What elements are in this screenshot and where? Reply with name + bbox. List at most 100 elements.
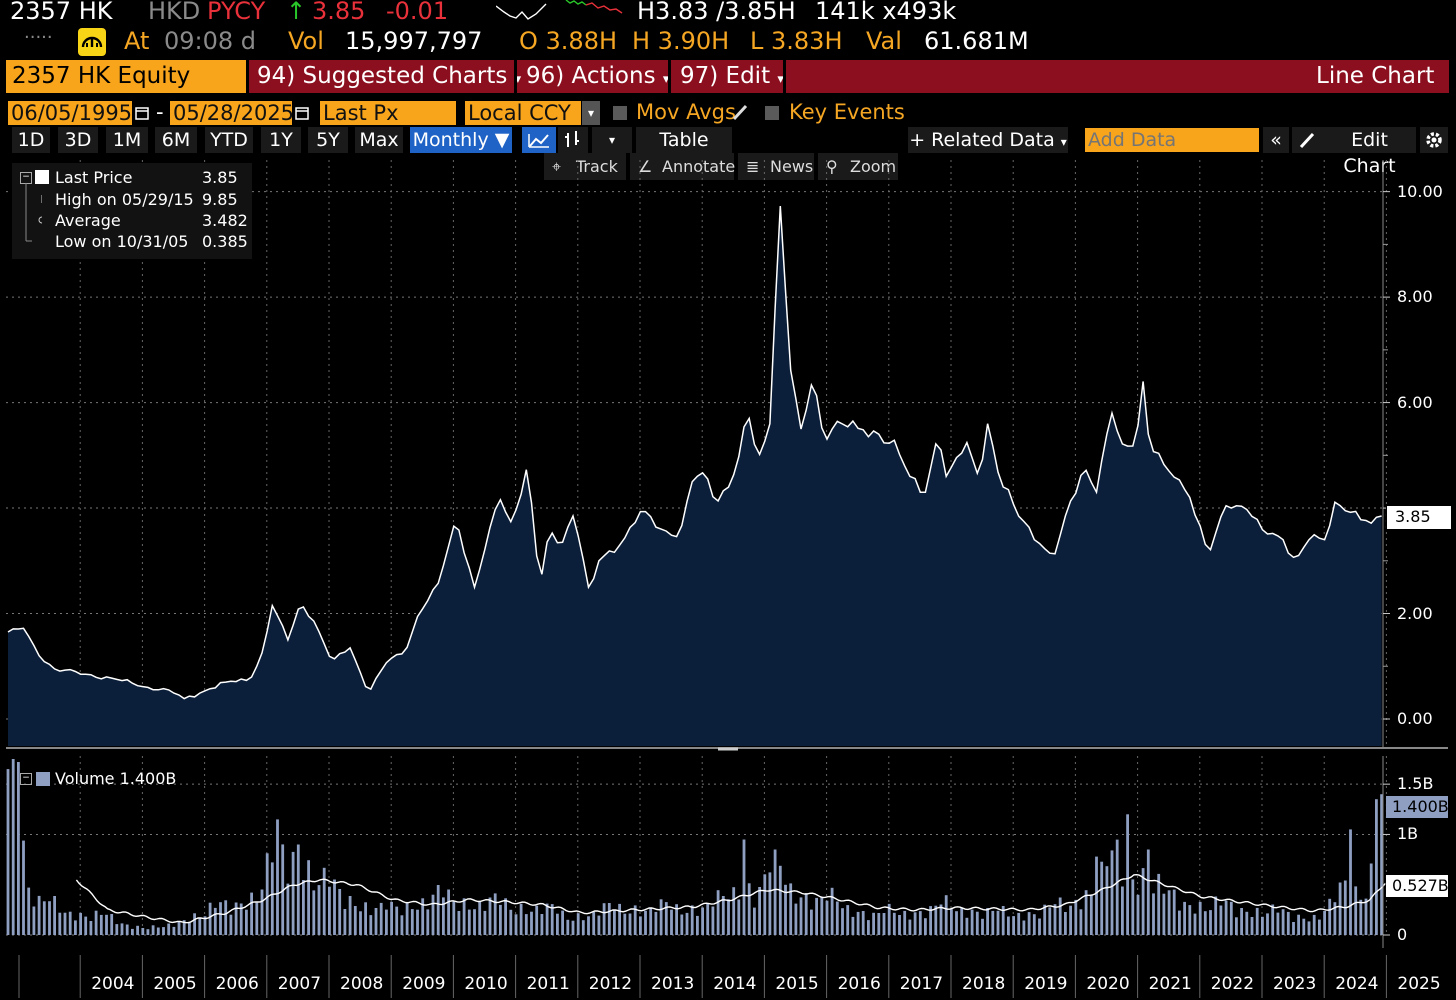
volume-bar (359, 911, 362, 935)
period-1m[interactable]: 1M (106, 127, 148, 153)
annotate-label: Annotate (662, 157, 736, 176)
period-ytd[interactable]: YTD (205, 127, 253, 153)
volume-bar (1136, 894, 1140, 935)
volume-bar (1017, 912, 1021, 935)
volume-bar (379, 902, 383, 935)
volume-bar (136, 925, 139, 935)
volume-bar (540, 914, 544, 935)
volume-bar (955, 911, 958, 935)
suggested-charts-menu[interactable]: 94) Suggested Charts ▾ (257, 60, 521, 93)
currency-select[interactable]: Local CCY (465, 101, 581, 125)
related-data-button[interactable]: + Related Data ▾ (908, 127, 1068, 153)
volume-bar (996, 910, 1000, 935)
volume-bar (981, 918, 984, 935)
volume-bar (1198, 901, 1202, 935)
date-range-dash: - (156, 100, 164, 124)
price-legend: − Last Price 3.85 High on 05/29/15 9.85 … (12, 163, 252, 259)
delayed-icon[interactable] (78, 28, 106, 56)
settings-gear-icon[interactable] (1420, 127, 1448, 153)
volume-bar (892, 912, 896, 935)
volume-bar (208, 902, 212, 935)
zoom-tool[interactable]: ⚲ Zoom (818, 153, 898, 180)
volume-tick-label: 1B (1397, 824, 1419, 844)
mov-avgs-checkbox[interactable] (613, 106, 627, 120)
period-1d[interactable]: 1D (12, 127, 50, 153)
volume-bar (815, 897, 818, 935)
volume-bar (872, 912, 875, 935)
track-tool[interactable]: ⌖ Track (544, 153, 626, 180)
news-tool[interactable]: ≣ News (738, 153, 814, 180)
volume-bar (457, 911, 461, 935)
key-events-checkbox[interactable] (765, 106, 779, 120)
edit-chart-button[interactable]: Edit Chart (1292, 127, 1416, 177)
volume-bar (395, 906, 399, 935)
volume-bar (343, 909, 347, 935)
pencil-icon[interactable] (730, 102, 750, 122)
volume-bar (405, 902, 409, 935)
currency-dropdown-icon[interactable]: ▾ (582, 101, 600, 125)
start-date-field[interactable]: 06/05/1995 (8, 101, 132, 125)
volume-bar (1079, 909, 1083, 935)
volume-bar (1027, 912, 1031, 935)
volume-bar (664, 902, 668, 935)
edit-menu[interactable]: 97) Edit ▾ (680, 60, 784, 93)
period-max[interactable]: Max (355, 127, 403, 153)
volume-bar (234, 902, 238, 935)
price-line (7, 206, 1382, 700)
volume-bar (1307, 921, 1311, 935)
volume-bar (1349, 829, 1352, 935)
volume-bar (908, 919, 912, 935)
volume-bar (727, 899, 730, 935)
volume-bar (27, 887, 31, 935)
volume-last-tag: 1.400B (1386, 796, 1449, 818)
volume-bar (478, 900, 482, 935)
volume-bar (602, 903, 606, 935)
volume-bar (675, 904, 678, 935)
collapse-icon[interactable]: « (1263, 127, 1289, 153)
calendar-icon[interactable] (294, 102, 310, 124)
line-chart-icon[interactable] (522, 127, 556, 153)
actions-menu[interactable]: 96) Actions ▾ (526, 60, 669, 93)
volume-bar (1064, 912, 1067, 935)
end-date-field[interactable]: 05/28/2025 (170, 101, 294, 125)
volume-bar (328, 886, 331, 935)
price-tick-label: 10.00 (1397, 181, 1443, 201)
bar-chart-icon[interactable] (558, 127, 588, 153)
pencil-icon (1299, 132, 1315, 149)
security-field[interactable]: 2357 HK Equity (6, 60, 246, 93)
volume-bar (721, 896, 725, 935)
volume-bar (1364, 898, 1368, 935)
period-3d[interactable]: 3D (58, 127, 98, 153)
calendar-icon[interactable] (134, 102, 150, 124)
currency: HKD (148, 0, 201, 25)
period-5y[interactable]: 5Y (308, 127, 348, 153)
volume-bar (37, 895, 41, 935)
edit-chart-label: Edit Chart (1343, 129, 1396, 177)
volume-bar (6, 769, 10, 935)
annotate-tool[interactable]: ∠ Annotate (630, 153, 736, 180)
volume-bar (141, 928, 145, 935)
volume-bar (436, 885, 440, 935)
year-tick-label: 2025 (1397, 974, 1441, 994)
collapse-volume-legend-icon[interactable]: − (20, 773, 32, 785)
volume-bar (644, 910, 647, 935)
volume-bar (239, 903, 243, 935)
volume-bar (1105, 866, 1109, 935)
price-field-select[interactable]: Last Px (320, 101, 456, 125)
chart-style-dropdown-icon[interactable]: ▾ (592, 127, 632, 153)
period-1y[interactable]: 1Y (261, 127, 301, 153)
year-tick-label: 2009 (402, 974, 446, 994)
add-data-input[interactable] (1085, 128, 1259, 152)
volume-bar (1053, 904, 1057, 935)
table-button[interactable]: Table (636, 127, 732, 153)
volume-bar (1032, 914, 1036, 935)
legend-connector (25, 183, 42, 242)
frequency-select[interactable]: Monthly ▼ (410, 127, 512, 153)
volume-bar (970, 909, 974, 935)
volume-bar (861, 911, 865, 935)
year-tick-label: 2018 (962, 974, 1006, 994)
volume-bar (1375, 799, 1378, 935)
year-tick-label: 2005 (153, 974, 197, 994)
volume-bar (1380, 794, 1383, 935)
period-6m[interactable]: 6M (155, 127, 197, 153)
